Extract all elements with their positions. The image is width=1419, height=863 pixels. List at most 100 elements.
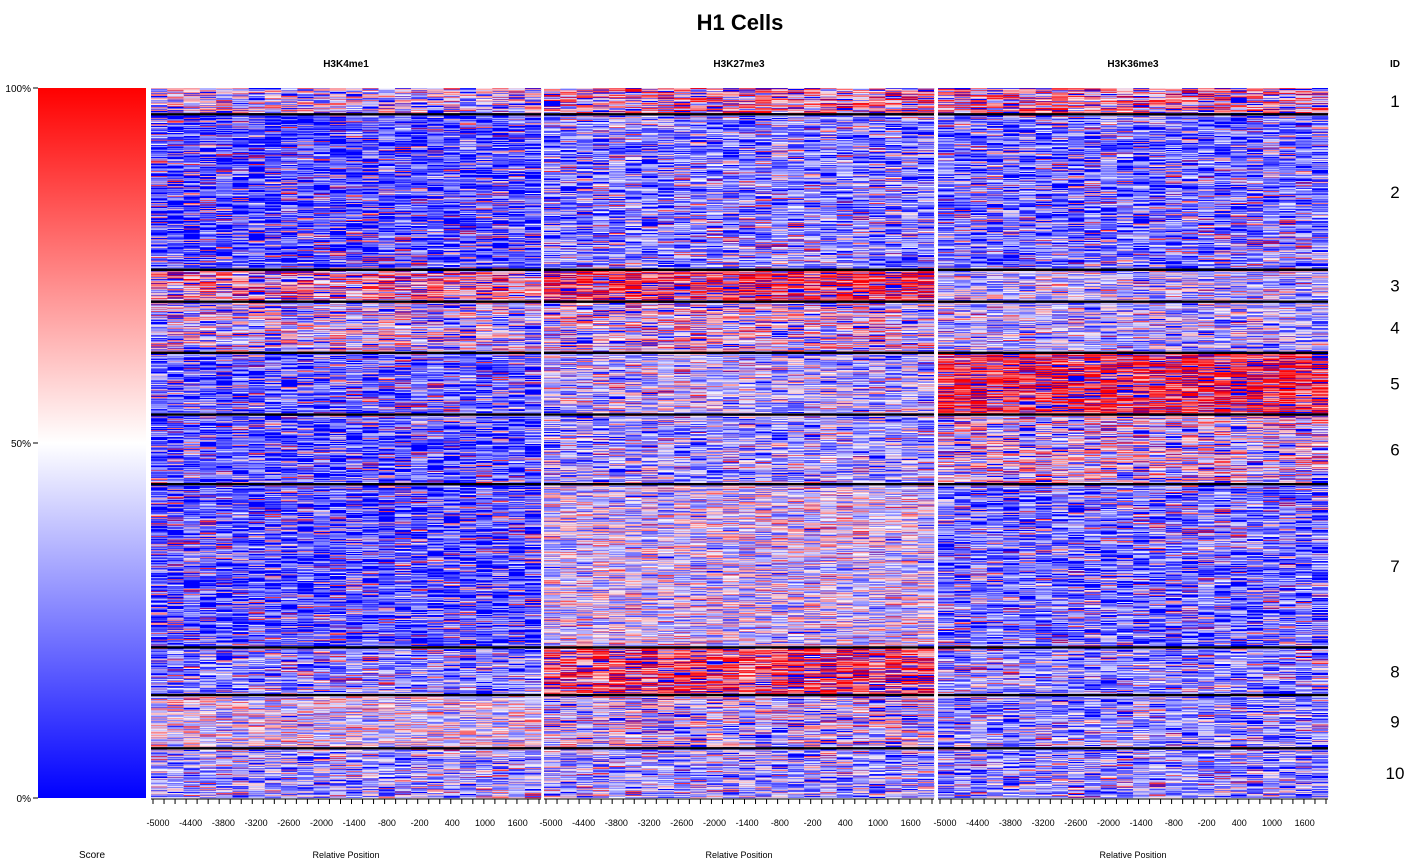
heatmap-cell [232, 241, 249, 242]
heatmap-cell [151, 244, 168, 245]
heatmap-cell [249, 226, 266, 227]
heatmap-cell [460, 174, 477, 175]
heatmap-cell [460, 151, 477, 152]
heatmap-cell [184, 165, 201, 166]
heatmap-cell [314, 297, 331, 298]
heatmap-cell [444, 229, 461, 230]
scale-label-bottom: 0% [17, 794, 32, 805]
heatmap-cell [265, 241, 282, 242]
heatmap-cell [249, 268, 266, 269]
heatmap-cell [330, 294, 347, 295]
heatmap-cell [281, 242, 298, 243]
heatmap-cell [346, 111, 363, 112]
heatmap-cell [460, 169, 477, 170]
heatmap-cell [184, 325, 201, 326]
heatmap-cell [346, 319, 363, 320]
heatmap-cell [265, 279, 282, 280]
heatmap-cell [281, 210, 298, 211]
heatmap-cell [249, 119, 266, 120]
heatmap-cell [427, 135, 444, 136]
heatmap-cell [151, 92, 168, 93]
heatmap-cell [395, 243, 412, 244]
heatmap-cell [509, 173, 526, 174]
heatmap-cell [297, 96, 314, 97]
heatmap-cell [281, 107, 298, 108]
heatmap-cell [184, 259, 201, 260]
heatmap-cell [184, 314, 201, 315]
heatmap-cell [379, 124, 396, 125]
heatmap-cell [265, 99, 282, 100]
heatmap-cell [167, 153, 184, 154]
heatmap-cell [200, 122, 217, 123]
heatmap-cell [346, 190, 363, 191]
heatmap-cell [492, 233, 509, 234]
heatmap-cell [265, 327, 282, 328]
heatmap-cell [200, 291, 217, 292]
heatmap-cell [314, 229, 331, 230]
heatmap-cell [265, 242, 282, 243]
heatmap-cell [281, 172, 298, 173]
heatmap-cell [427, 324, 444, 325]
heatmap-cell [330, 168, 347, 169]
heatmap-cell [281, 141, 298, 142]
heatmap-cell [346, 199, 363, 200]
heatmap-cell [265, 273, 282, 274]
heatmap-cell [281, 177, 298, 178]
heatmap-cell [184, 129, 201, 130]
heatmap-cell [525, 255, 542, 256]
heatmap-cell [379, 256, 396, 257]
heatmap-cell [330, 106, 347, 107]
heatmap-cell [346, 201, 363, 202]
heatmap-cell [184, 240, 201, 241]
heatmap-cell [184, 187, 201, 188]
heatmap-cell [200, 308, 217, 309]
heatmap-cell [379, 230, 396, 231]
heatmap-cell [151, 231, 168, 232]
heatmap-cell [362, 334, 379, 335]
heatmap-cell [379, 258, 396, 259]
heatmap-cell [444, 198, 461, 199]
heatmap-cell [297, 231, 314, 232]
heatmap-cell [151, 104, 168, 105]
heatmap-cell [460, 110, 477, 111]
heatmap-cell [184, 175, 201, 176]
heatmap-cell [216, 259, 233, 260]
heatmap-cell [427, 177, 444, 178]
heatmap-cell [151, 170, 168, 171]
heatmap-cell [346, 255, 363, 256]
heatmap-cell [184, 196, 201, 197]
heatmap-cell [460, 275, 477, 276]
heatmap-cell [492, 209, 509, 210]
heatmap-cell [346, 145, 363, 146]
heatmap-cell [411, 290, 428, 291]
heatmap-cell [151, 247, 168, 248]
heatmap-cell [460, 224, 477, 225]
heatmap-cell [411, 134, 428, 135]
heatmap-cell [200, 241, 217, 242]
heatmap-cell [460, 157, 477, 158]
heatmap-cell [216, 203, 233, 204]
heatmap-cell [265, 170, 282, 171]
heatmap-cell [281, 212, 298, 213]
heatmap-cell [460, 167, 477, 168]
heatmap-cell [249, 307, 266, 308]
heatmap-cell [525, 133, 542, 134]
heatmap-cell [509, 287, 526, 288]
heatmap-cell [362, 125, 379, 126]
heatmap-cell [492, 153, 509, 154]
heatmap-cell [167, 234, 184, 235]
heatmap-cell [395, 109, 412, 110]
heatmap-cell [427, 230, 444, 231]
heatmap-cell [297, 227, 314, 228]
heatmap-cell [362, 274, 379, 275]
heatmap-cell [411, 222, 428, 223]
heatmap-cell [167, 194, 184, 195]
heatmap-cell [216, 199, 233, 200]
heatmap-cell [509, 239, 526, 240]
heatmap-cell [297, 241, 314, 242]
heatmap-cell [444, 285, 461, 286]
heatmap-cell [346, 272, 363, 273]
heatmap-cell [265, 300, 282, 301]
heatmap-cell [232, 200, 249, 201]
heatmap-cell [427, 128, 444, 129]
